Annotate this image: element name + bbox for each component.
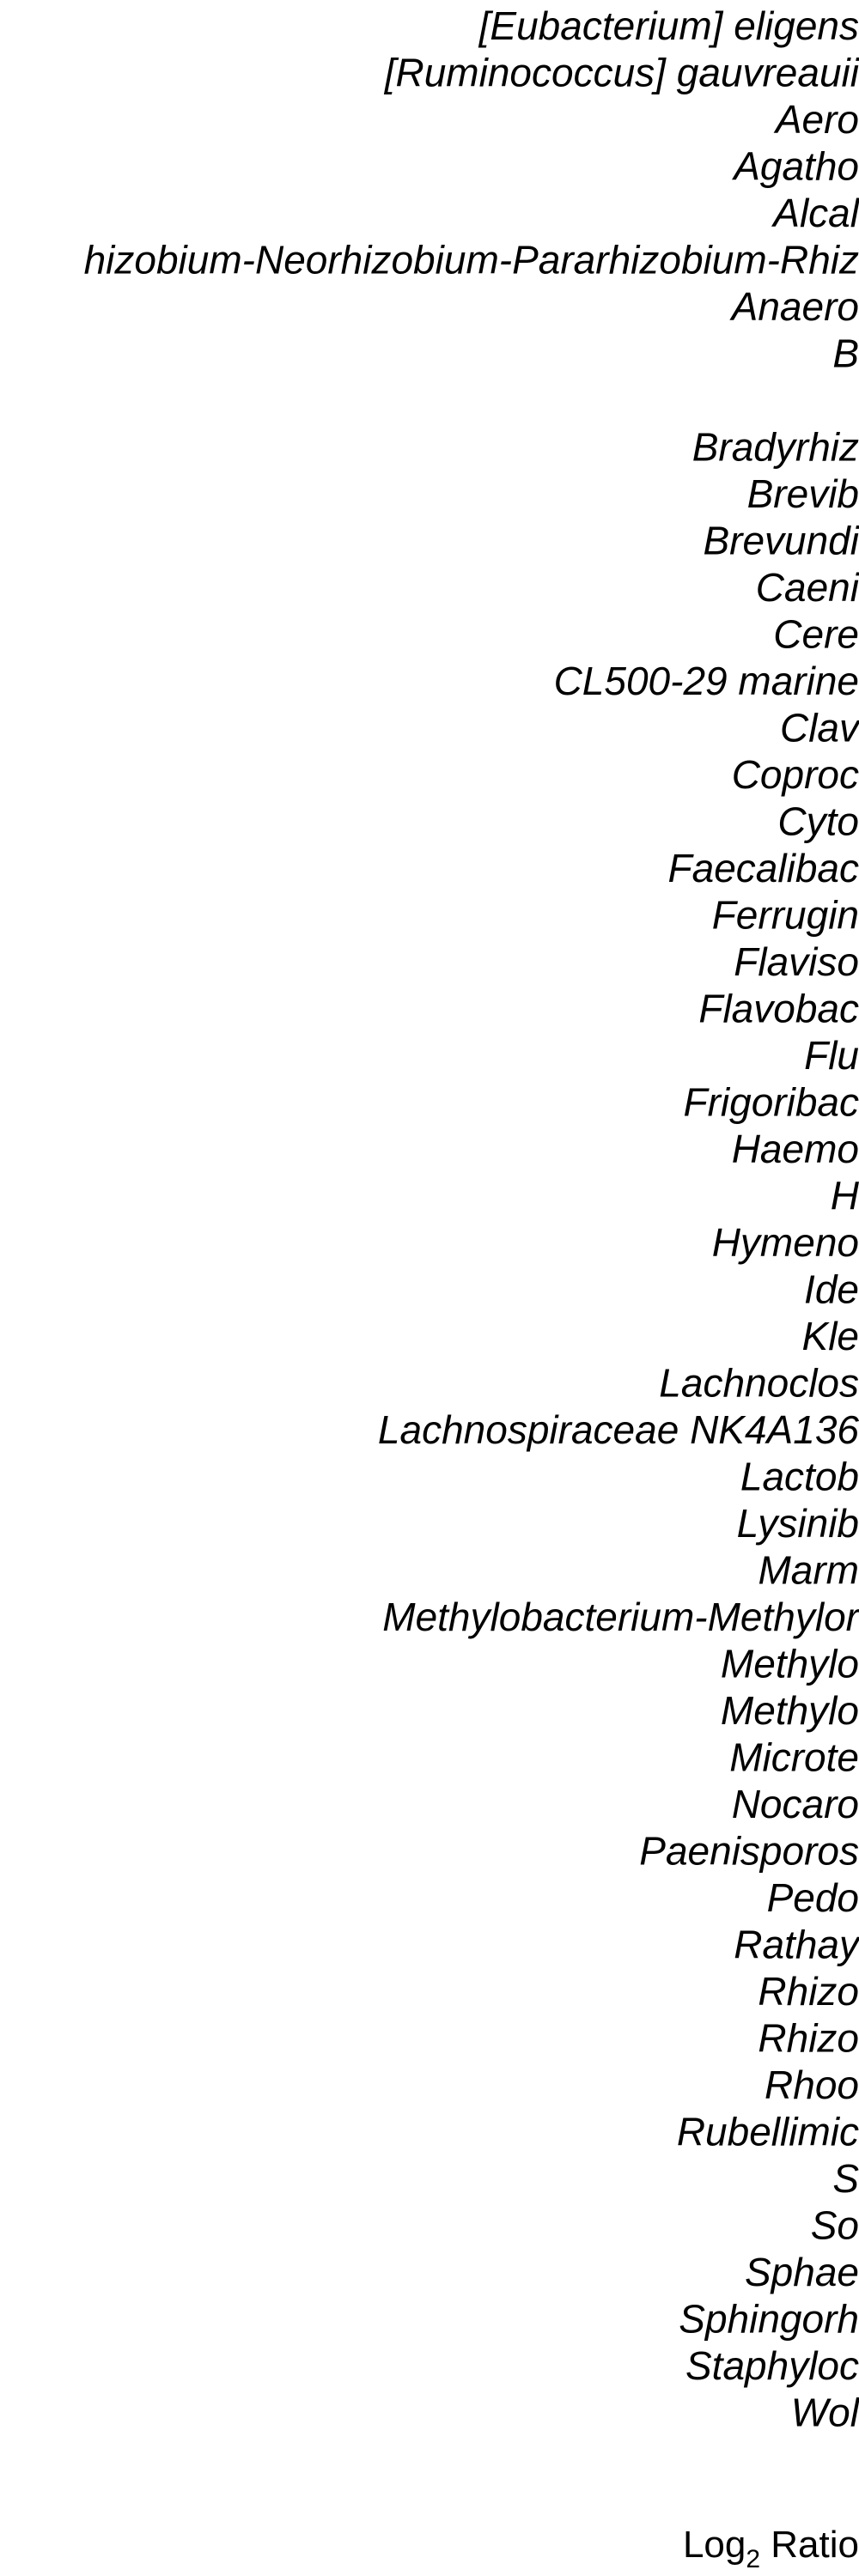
y-tick-label: Alcal: [771, 191, 859, 235]
y-tick-label: hizobium-Neorhizobium-Pararhizobium-Rhiz: [84, 238, 859, 283]
y-tick-label: Cyto: [777, 799, 859, 844]
y-tick-label: Ide: [804, 1267, 859, 1312]
y-tick-label: So: [811, 2203, 859, 2248]
y-tick-label: Microte: [729, 1735, 859, 1780]
y-tick-label: [Ruminococcus] gauvreauii: [384, 51, 859, 95]
y-tick-label: Anaero: [729, 284, 859, 329]
y-tick-label: Lachnoclos: [659, 1361, 859, 1406]
y-tick-label: Paenisporos: [639, 1829, 859, 1874]
y-tick-label: Lactob: [740, 1455, 859, 1499]
y-tick-label: Methylo: [721, 1642, 859, 1686]
y-tick-label: Kle: [802, 1314, 859, 1358]
y-tick-label: Cere: [773, 612, 859, 657]
y-tick-label: Wol: [791, 2391, 859, 2435]
y-tick-label: Marm: [758, 1548, 859, 1593]
y-tick-label: Nocaro: [732, 1782, 859, 1826]
y-tick-label: Flavobac: [698, 987, 859, 1031]
y-tick-label: [Eubacterium] eligens: [478, 3, 859, 48]
y-tick-label: Sphae: [745, 2250, 859, 2294]
y-tick-label: Coproc: [732, 752, 859, 797]
y-tick-label: Rhizo: [758, 1969, 859, 2014]
y-tick-label: Rathay: [734, 1923, 859, 1967]
y-tick-label: Caeni: [756, 565, 859, 610]
y-tick-label: Pedo: [767, 1875, 859, 1920]
y-tick-label: Haemo: [732, 1127, 859, 1171]
y-tick-label: Brevib: [747, 471, 859, 516]
y-tick-label: Clav: [780, 706, 859, 750]
y-tick-label: H: [831, 1174, 859, 1218]
y-tick-label: Bradyrhiz: [692, 425, 859, 470]
y-tick-label: Sphingorh: [679, 2297, 859, 2342]
y-tick-label: Agatho: [731, 144, 859, 189]
y-tick-label: CL500-29 marine: [554, 659, 859, 703]
y-tick-labels: [Eubacterium] eligens[Ruminococcus] gauv…: [84, 3, 859, 2435]
y-tick-label: Brevundi: [703, 519, 859, 563]
y-tick-label: Staphyloc: [685, 2343, 859, 2388]
y-tick-label: B: [832, 331, 859, 376]
y-tick-label: Faecalibac: [668, 846, 859, 890]
y-tick-label: Flaviso: [734, 939, 859, 984]
y-tick-label: Methylo: [721, 1688, 859, 1733]
y-tick-label: Rhoo: [765, 2063, 859, 2107]
y-tick-label: S: [832, 2156, 859, 2201]
y-tick-label: Rubellimic: [677, 2110, 859, 2154]
y-tick-label: Flu: [804, 1033, 859, 1078]
y-tick-label: Hymeno: [712, 1220, 859, 1265]
x-axis-title: Log2 Ratio: [683, 2524, 859, 2573]
y-tick-label: Rhizo: [758, 2016, 859, 2061]
y-tick-label: Lysinib: [737, 1501, 859, 1546]
y-tick-label: Lachnospiraceae NK4A136: [378, 1407, 859, 1452]
y-tick-label: Methylobacterium-Methylor: [382, 1595, 859, 1639]
y-tick-label: Ferrugin: [712, 893, 859, 938]
y-tick-label: Frigoribac: [683, 1080, 859, 1125]
y-tick-label: Aero: [773, 97, 859, 142]
